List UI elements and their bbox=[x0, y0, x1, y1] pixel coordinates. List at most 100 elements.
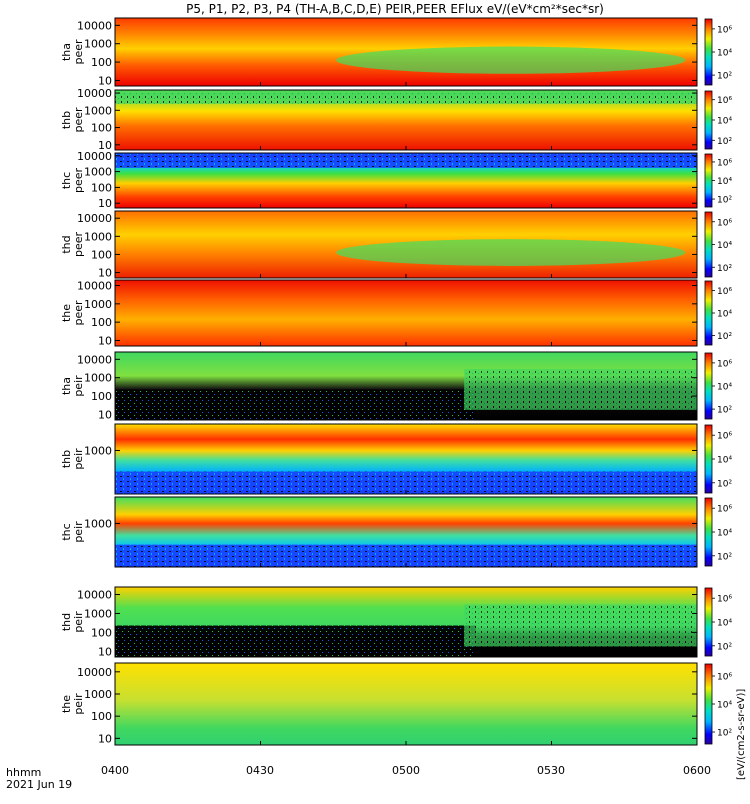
colorbar-label: [eV/(cm2-s-sr-eV)] bbox=[736, 689, 747, 780]
colorbar-tick-label: 10⁶ bbox=[717, 25, 732, 35]
y-tick-label: 10 bbox=[98, 267, 112, 280]
noise-region bbox=[464, 369, 697, 410]
colorbar-swatch bbox=[704, 153, 713, 208]
panel-the-peer: 10 100 1000 10000 the peer bbox=[60, 279, 698, 347]
y-tick-label: 10000 bbox=[77, 666, 112, 679]
x-tick-label-2: 0500 bbox=[392, 764, 420, 777]
y-tick-label: 10 bbox=[98, 197, 112, 210]
y-tick-label: 10 bbox=[98, 408, 112, 421]
y-label-probe: thc bbox=[60, 172, 73, 189]
noise-region bbox=[115, 625, 476, 657]
y-label-probe: thd bbox=[60, 235, 73, 253]
y-label-species: peer bbox=[72, 232, 85, 258]
colorbar-tick-label: 10⁴ bbox=[717, 177, 732, 187]
noise-region bbox=[115, 93, 697, 104]
y-tick-label: 10 bbox=[98, 732, 112, 745]
panel-thd-peer: 10 100 1000 10000 thd peer bbox=[60, 210, 698, 280]
y-tick-label: 1000 bbox=[84, 688, 112, 701]
colorbar-thb-peer: 10² 10⁴ 10⁶ bbox=[704, 90, 732, 150]
colorbar-tick-label: 10² bbox=[717, 406, 732, 416]
x-corner-label: hhmm bbox=[6, 766, 41, 779]
panel-thb-peir: 1000 thb peir bbox=[60, 423, 698, 495]
panel-thc-peer: 10 100 1000 10000 thc peer bbox=[60, 150, 698, 210]
y-tick-label: 100 bbox=[91, 122, 112, 135]
colorbar-tick-label: 10² bbox=[717, 264, 732, 274]
feature-region bbox=[336, 239, 686, 266]
colorbar-tick-label: 10² bbox=[717, 642, 732, 652]
colorbar-tick-label: 10⁶ bbox=[717, 287, 732, 297]
noise-region bbox=[115, 154, 697, 168]
colorbar-tick-label: 10⁴ bbox=[717, 117, 732, 127]
noise-region bbox=[464, 604, 697, 647]
panel-thd-peir: 10 100 1000 10000 thd peir bbox=[60, 586, 698, 658]
x-tick-label-3: 0530 bbox=[537, 764, 565, 777]
y-tick-label: 1000 bbox=[84, 607, 112, 620]
y-label-probe: the bbox=[60, 304, 73, 322]
noise-region bbox=[115, 471, 697, 494]
colorbar-tick-label: 10⁴ bbox=[717, 619, 732, 629]
y-tick-label: 10000 bbox=[77, 353, 112, 366]
colorbar-tha-peir: 10² 10⁴ 10⁶ bbox=[704, 352, 732, 420]
y-tick-label: 10000 bbox=[77, 87, 112, 100]
colorbar-tick-label: 10² bbox=[717, 479, 732, 489]
y-tick-label: 1000 bbox=[84, 517, 112, 530]
y-tick-label: 10 bbox=[98, 645, 112, 658]
colorbar-the-peer: 10² 10⁴ 10⁶ bbox=[704, 280, 732, 346]
y-label-species: peer bbox=[72, 107, 85, 133]
colorbar-swatch bbox=[704, 18, 713, 86]
y-label-species: peer bbox=[72, 300, 85, 326]
panel-thb-peer: 10 100 1000 10000 thb peer bbox=[60, 87, 698, 152]
y-tick-label: 10 bbox=[98, 74, 112, 87]
y-tick-label: 10 bbox=[98, 334, 112, 347]
colorbar-tick-label: 10² bbox=[717, 137, 732, 147]
colorbar-swatch bbox=[704, 497, 713, 567]
spectrogram-fill bbox=[115, 280, 697, 346]
colorbar-the-peir: 10² 10⁴ 10⁶ bbox=[704, 663, 732, 745]
colorbar-thd-peir: 10² 10⁴ 10⁶ bbox=[704, 587, 732, 657]
y-tick-label: 100 bbox=[91, 626, 112, 639]
y-tick-label: 10000 bbox=[77, 589, 112, 602]
colorbar-tick-label: 10⁶ bbox=[717, 359, 732, 369]
colorbar-swatch bbox=[704, 663, 713, 745]
colorbar-tick-label: 10⁶ bbox=[717, 673, 732, 683]
colorbar-swatch bbox=[704, 587, 713, 657]
y-tick-label: 10000 bbox=[77, 19, 112, 32]
y-tick-label: 1000 bbox=[84, 166, 112, 179]
y-tick-label: 10 bbox=[98, 139, 112, 152]
y-label-species: peer bbox=[72, 168, 85, 194]
y-label-species: peir bbox=[72, 693, 85, 715]
colorbar-tick-label: 10⁶ bbox=[717, 432, 732, 442]
x-tick-label-4: 0600 bbox=[683, 764, 711, 777]
panel-thc-peir: 1000 thc peir bbox=[60, 496, 698, 568]
colorbar-swatch bbox=[704, 424, 713, 494]
colorbar-tick-label: 10² bbox=[717, 552, 732, 562]
y-tick-label: 1000 bbox=[84, 372, 112, 385]
spectrogram-fill bbox=[115, 663, 697, 745]
x-axis: 0400 0430 0500 0530 0600 hhmm 2021 Jun 1… bbox=[6, 764, 711, 791]
colorbar-tick-label: 10² bbox=[717, 196, 732, 206]
colorbar-tick-label: 10² bbox=[717, 332, 732, 342]
colorbar-swatch bbox=[704, 280, 713, 346]
y-tick-label: 100 bbox=[91, 710, 112, 723]
colorbar-tick-label: 10⁴ bbox=[717, 310, 732, 320]
y-label-probe: thd bbox=[60, 613, 73, 631]
noise-region bbox=[115, 544, 697, 567]
noise-region bbox=[115, 389, 476, 420]
y-label-species: peir bbox=[72, 448, 85, 470]
y-tick-label: 10000 bbox=[77, 280, 112, 293]
panel-tha-peer: 10 100 1000 10000 tha peer bbox=[60, 17, 698, 87]
colorbar-tick-label: 10⁶ bbox=[717, 595, 732, 605]
y-label-probe: tha bbox=[60, 377, 73, 395]
x-date-label: 2021 Jun 19 bbox=[6, 778, 72, 791]
colorbar-thc-peer: 10² 10⁴ 10⁶ bbox=[704, 153, 732, 208]
colorbar-tick-label: 10⁶ bbox=[717, 158, 732, 168]
y-label-probe: thc bbox=[60, 523, 73, 540]
colorbar-tick-label: 10⁴ bbox=[717, 529, 732, 539]
y-tick-label: 100 bbox=[91, 248, 112, 261]
colorbar-tick-label: 10⁶ bbox=[717, 505, 732, 515]
colorbar-tick-label: 10⁴ bbox=[717, 701, 732, 711]
y-tick-label: 10000 bbox=[77, 150, 112, 163]
x-tick-label-1: 0430 bbox=[246, 764, 274, 777]
